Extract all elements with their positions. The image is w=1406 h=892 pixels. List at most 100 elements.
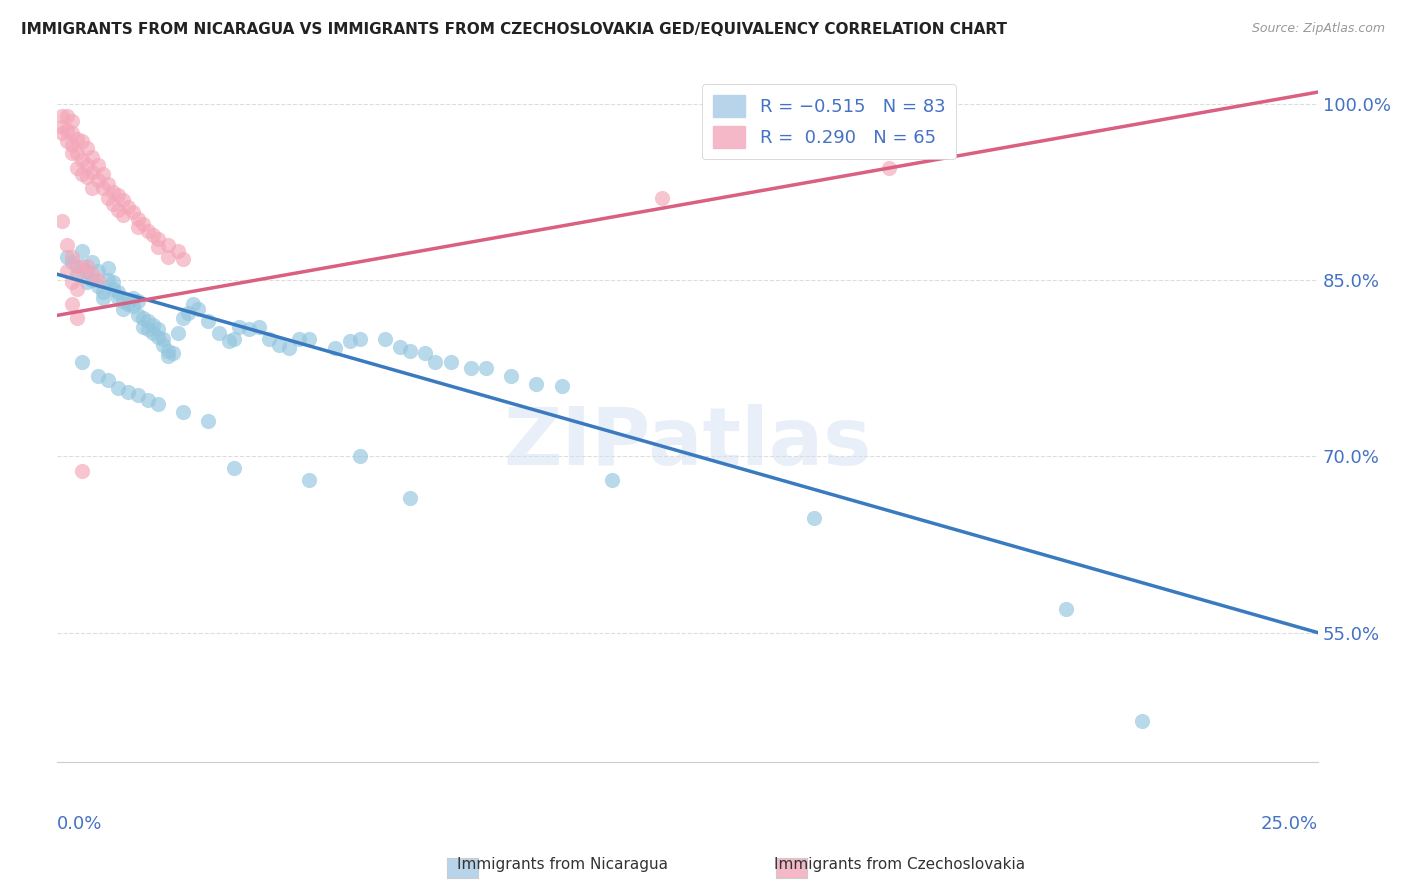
Text: Source: ZipAtlas.com: Source: ZipAtlas.com [1251, 22, 1385, 36]
Legend: R = −0.515   N = 83, R =  0.290   N = 65: R = −0.515 N = 83, R = 0.290 N = 65 [702, 85, 956, 160]
Point [803, 510, 825, 524]
Point [269, 337, 291, 351]
Point [127, 220, 149, 235]
Point [142, 228, 165, 243]
Point [142, 318, 165, 332]
Point [136, 322, 159, 336]
Point [183, 296, 205, 310]
Point [111, 209, 134, 223]
Point [222, 332, 245, 346]
Point [56, 237, 79, 252]
Point [111, 294, 134, 309]
Point [374, 332, 396, 346]
Point [72, 167, 94, 181]
Point [157, 343, 180, 358]
Point [152, 332, 174, 346]
Point [86, 173, 108, 187]
Point [101, 196, 124, 211]
Point [651, 191, 673, 205]
Point [550, 379, 572, 393]
Point [72, 355, 94, 369]
Point [1130, 714, 1153, 728]
Text: Immigrants from Nicaragua: Immigrants from Nicaragua [457, 857, 668, 872]
Point [121, 205, 143, 219]
Point [86, 158, 108, 172]
Point [51, 109, 73, 123]
Point [132, 320, 155, 334]
Point [86, 279, 108, 293]
Point [146, 322, 169, 336]
Point [162, 346, 184, 360]
Point [879, 161, 901, 176]
Point [257, 332, 280, 346]
Point [66, 259, 89, 273]
Point [117, 296, 139, 310]
Point [323, 341, 346, 355]
Point [107, 381, 129, 395]
Point [415, 346, 437, 360]
Point [82, 181, 104, 195]
Point [60, 296, 83, 310]
Point [66, 146, 89, 161]
Point [1054, 602, 1077, 616]
Point [97, 191, 120, 205]
Point [60, 126, 83, 140]
Text: Immigrants from Czechoslovakia: Immigrants from Czechoslovakia [775, 857, 1025, 872]
Point [157, 237, 180, 252]
Point [72, 244, 94, 258]
Point [127, 294, 149, 309]
Point [60, 255, 83, 269]
Point [72, 135, 94, 149]
Point [82, 150, 104, 164]
Point [146, 240, 169, 254]
Point [72, 259, 94, 273]
Point [349, 450, 371, 464]
Point [136, 224, 159, 238]
Point [167, 244, 190, 258]
Point [127, 309, 149, 323]
Point [298, 332, 321, 346]
Point [121, 291, 143, 305]
Point [97, 177, 120, 191]
Point [142, 326, 165, 340]
Point [152, 337, 174, 351]
Point [187, 302, 209, 317]
Point [127, 388, 149, 402]
Point [60, 276, 83, 290]
Point [76, 263, 98, 277]
Point [389, 340, 412, 354]
Point [475, 361, 498, 376]
Point [66, 310, 89, 325]
Point [60, 146, 83, 161]
Point [524, 376, 547, 391]
Point [146, 329, 169, 343]
Text: IMMIGRANTS FROM NICARAGUA VS IMMIGRANTS FROM CZECHOSLOVAKIA GED/EQUIVALENCY CORR: IMMIGRANTS FROM NICARAGUA VS IMMIGRANTS … [21, 22, 1007, 37]
Point [56, 122, 79, 136]
Point [66, 283, 89, 297]
Point [101, 276, 124, 290]
Point [72, 263, 94, 277]
Point [460, 361, 482, 376]
Point [501, 369, 523, 384]
Point [60, 114, 83, 128]
Point [86, 273, 108, 287]
Point [107, 285, 129, 299]
Text: 0.0%: 0.0% [58, 815, 103, 833]
Point [51, 126, 73, 140]
Point [177, 306, 200, 320]
Point [117, 384, 139, 399]
Point [76, 259, 98, 273]
Point [228, 320, 250, 334]
Point [132, 217, 155, 231]
Point [222, 461, 245, 475]
Point [117, 200, 139, 214]
Point [72, 153, 94, 168]
Point [91, 285, 114, 299]
Point [298, 473, 321, 487]
Point [399, 343, 422, 358]
Point [101, 185, 124, 199]
Point [218, 334, 240, 349]
Point [76, 141, 98, 155]
Point [167, 326, 190, 340]
Point [56, 263, 79, 277]
